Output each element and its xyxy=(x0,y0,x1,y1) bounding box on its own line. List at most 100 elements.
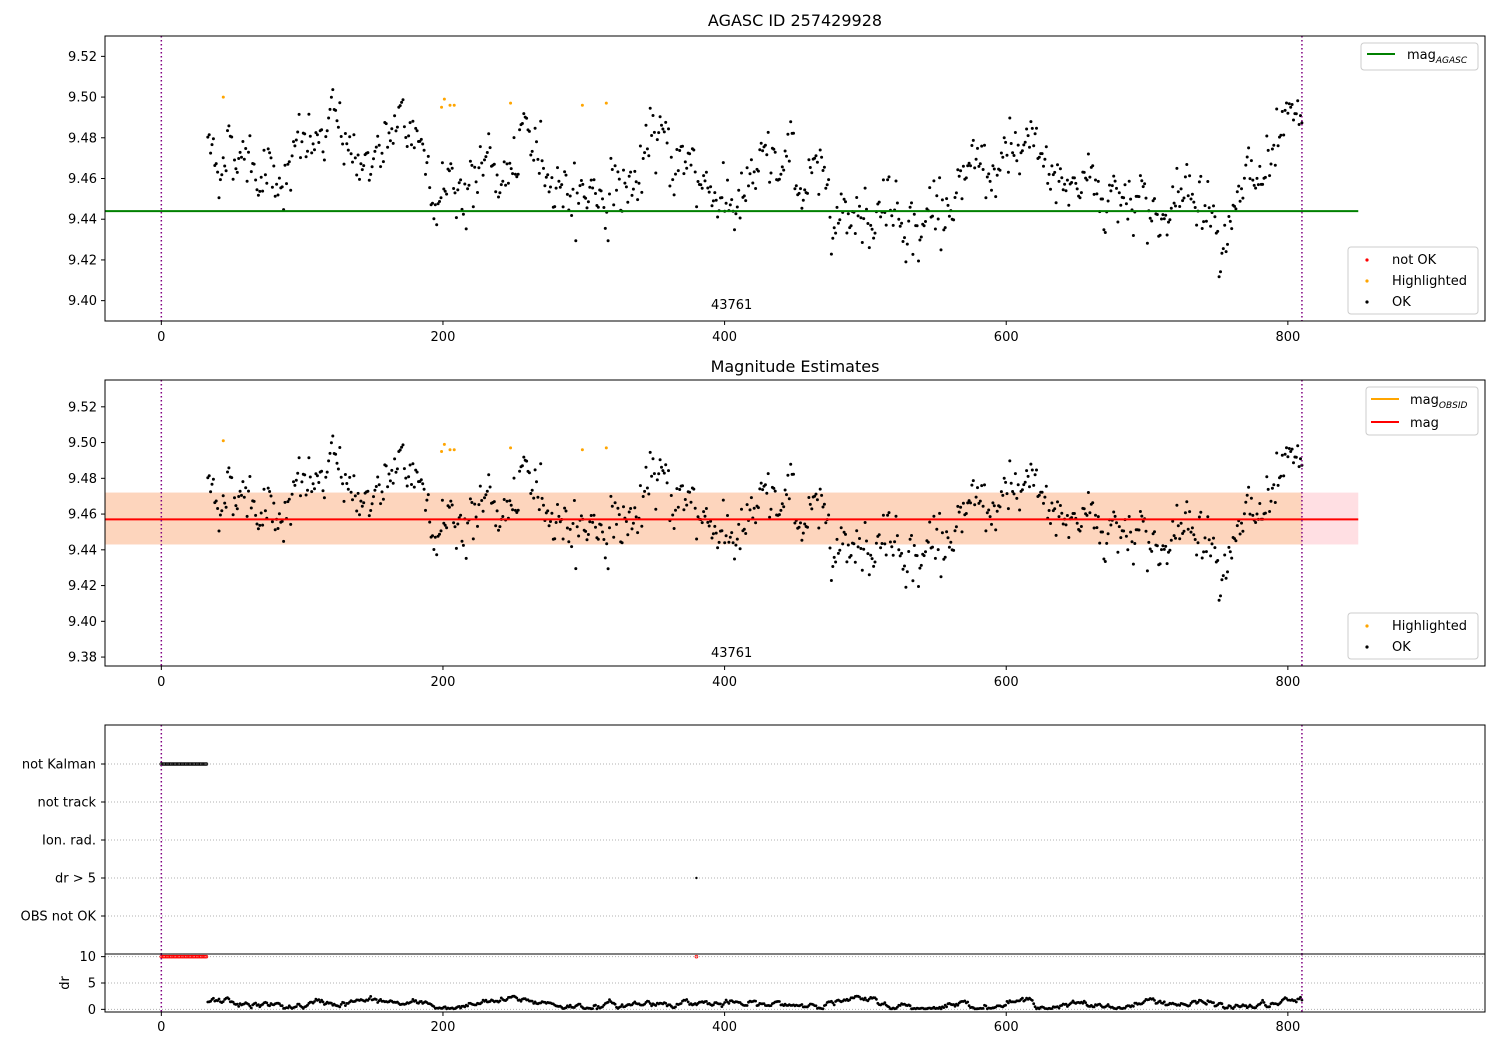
ok-point xyxy=(1008,459,1012,463)
ok-point xyxy=(707,190,711,194)
ok-point xyxy=(1283,108,1287,112)
ok-point xyxy=(522,112,526,116)
ok-point xyxy=(1005,153,1009,157)
ok-point xyxy=(853,232,857,235)
ok-point xyxy=(1240,521,1243,525)
ok-point xyxy=(745,166,749,170)
ok-point xyxy=(525,459,529,463)
ok-point xyxy=(321,489,325,493)
dr-point xyxy=(212,996,215,1000)
ok-point xyxy=(296,130,300,134)
ok-point xyxy=(395,125,399,129)
dr-point xyxy=(720,1005,724,1008)
ok-point xyxy=(422,148,426,152)
ok-point xyxy=(961,164,965,168)
ok-point xyxy=(862,217,866,221)
ok-point xyxy=(324,475,328,479)
ok-point xyxy=(1095,192,1099,196)
ok-point xyxy=(822,165,826,169)
ok-point xyxy=(1030,126,1034,130)
ok-point xyxy=(709,519,713,523)
ok-point xyxy=(787,159,791,163)
ok-point xyxy=(700,521,704,525)
y-tick-label: 9.48 xyxy=(68,131,97,146)
ok-point xyxy=(432,548,436,551)
dr-point xyxy=(595,1007,599,1011)
ok-point xyxy=(1190,526,1194,530)
ok-point xyxy=(1067,203,1071,207)
highlighted-point xyxy=(580,448,584,452)
dr-point xyxy=(754,999,757,1003)
ok-point xyxy=(869,223,873,227)
dr-point xyxy=(863,996,867,1000)
ok-point xyxy=(468,497,472,501)
not-kalman-point xyxy=(203,762,207,766)
ok-point xyxy=(789,120,793,124)
ok-point xyxy=(1020,488,1024,492)
ok-point xyxy=(1035,468,1038,472)
ok-point xyxy=(793,521,797,525)
legend-ok-2: OK xyxy=(1392,640,1411,655)
dr-point xyxy=(613,1002,617,1006)
ok-point xyxy=(1230,556,1234,560)
ok-point xyxy=(980,144,984,148)
ok-point xyxy=(919,235,923,239)
ok-point xyxy=(529,492,533,495)
ok-point xyxy=(241,140,245,143)
ok-point xyxy=(376,134,380,138)
ok-point xyxy=(233,158,236,162)
ok-point xyxy=(726,178,729,182)
ok-point xyxy=(315,474,319,478)
ok-point xyxy=(814,492,818,496)
ok-point xyxy=(384,464,388,468)
ok-point xyxy=(799,521,802,525)
ok-point xyxy=(299,494,302,498)
ok-point xyxy=(226,470,229,474)
ok-point xyxy=(678,149,682,152)
dr-axis-label: dr xyxy=(58,976,73,990)
ok-point xyxy=(220,509,224,513)
ok-point xyxy=(1050,501,1054,505)
ok-point xyxy=(300,480,304,484)
ok-point xyxy=(1067,536,1071,539)
ok-point xyxy=(723,541,727,545)
ok-point xyxy=(511,172,515,176)
ok-point xyxy=(237,495,241,498)
ok-point xyxy=(410,483,413,486)
ok-point xyxy=(662,471,666,475)
ok-point xyxy=(574,567,578,571)
ok-point xyxy=(234,504,238,508)
dr-point xyxy=(344,1004,347,1007)
ok-point xyxy=(772,147,776,151)
ok-point xyxy=(758,487,762,491)
ok-point xyxy=(563,506,567,510)
ok-point xyxy=(931,214,934,218)
dr-point xyxy=(321,1000,325,1004)
ok-point xyxy=(341,482,345,486)
ok-point xyxy=(747,184,750,188)
ok-point xyxy=(1051,173,1055,177)
ok-point xyxy=(1221,247,1225,251)
ok-point xyxy=(404,136,408,139)
ok-point xyxy=(439,529,443,533)
ok-point xyxy=(1096,179,1100,183)
ok-point xyxy=(1049,522,1052,525)
dr-point xyxy=(466,1004,469,1008)
ok-point xyxy=(808,502,812,506)
ok-point xyxy=(836,221,840,225)
ok-point xyxy=(372,157,375,161)
ok-point xyxy=(915,554,919,558)
ok-point xyxy=(1092,526,1096,530)
ok-point xyxy=(570,545,574,549)
ok-point xyxy=(1206,180,1210,183)
ok-point xyxy=(879,546,883,550)
ok-point xyxy=(391,481,395,485)
ok-point xyxy=(320,128,324,132)
ok-point xyxy=(894,514,898,518)
dr-point xyxy=(1259,1001,1263,1005)
ok-point xyxy=(1109,189,1113,193)
dr-point xyxy=(712,1003,715,1007)
ok-point xyxy=(714,531,718,535)
ok-point xyxy=(386,485,390,489)
ok-point xyxy=(765,491,769,495)
